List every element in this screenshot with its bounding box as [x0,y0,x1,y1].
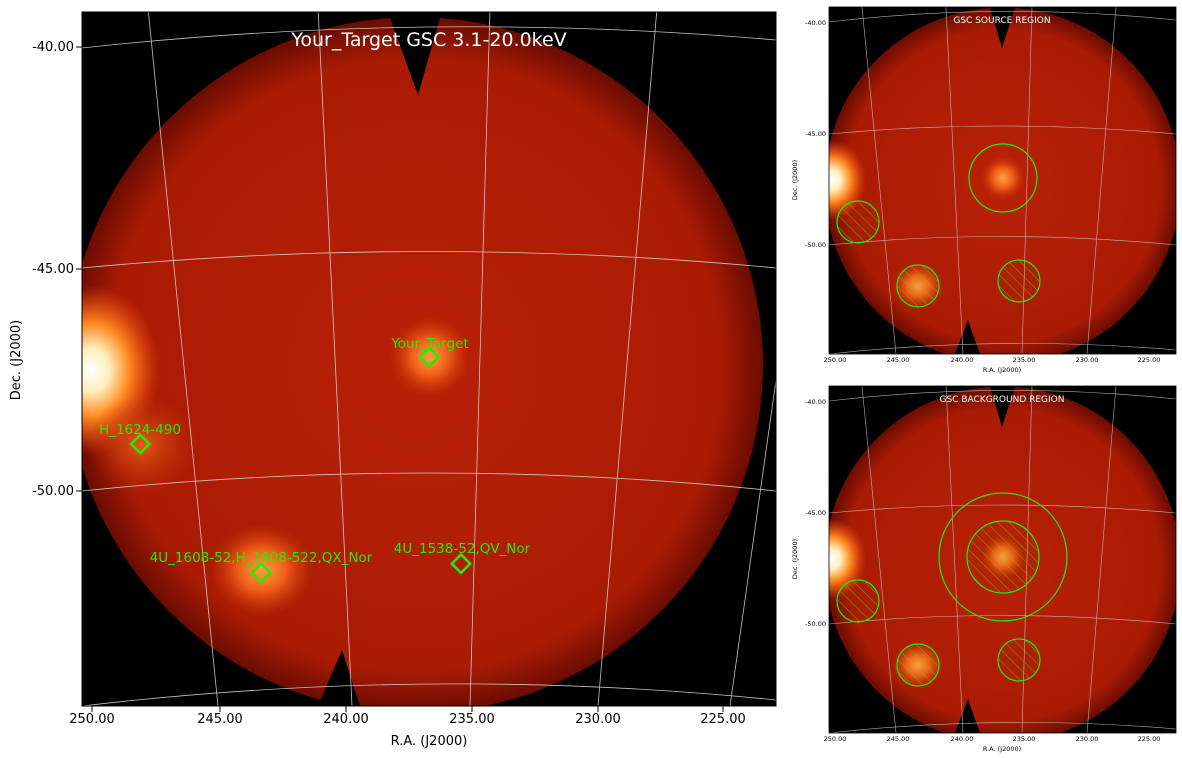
bottom-x-axis-label: R.A. (J2000) [983,745,1021,753]
source-marker-diamond [418,346,441,368]
main-x-axis-label: R.A. (J2000) [391,734,468,749]
bottom-y-tick: -45.00 [805,509,826,517]
background-annulus-outer [938,492,1068,622]
source-region-circles [836,143,1041,308]
source-label: 4U_1608-52,H_1608-522,QX_Nor [150,550,373,566]
coordinate-grid [82,12,776,706]
source-label: 4U_1538-52,QV_Nor [394,541,531,557]
source-label: Your_Target [390,336,468,352]
excluded-region-circle [836,579,880,623]
top-y-tick: -45.00 [805,130,826,138]
top-x-tick: 245.00 [887,356,910,364]
main-y-tick-labels: -40.00 -45.00 -50.00 [32,40,74,499]
source-markers [129,346,472,584]
main-y-axis-label: Dec. (J2000) [9,320,24,400]
top-y-tick: -40.00 [805,19,826,27]
background-region-panel [828,385,1177,734]
bottom-x-tick: 235.00 [1013,735,1036,743]
main-x-tick: 245.00 [197,712,243,727]
source-region-panel [828,6,1177,355]
bottom-x-tick: 225.00 [1138,735,1161,743]
source-label: H_1624-490 [99,422,181,438]
main-y-tick: -40.00 [32,40,74,55]
main-title: Your_Target GSC 3.1-20.0keV [290,29,566,51]
excluded-region-circle [836,200,880,244]
main-axis-ticks [76,46,724,712]
background-region-circles [836,492,1068,687]
top-x-tick: 230.00 [1076,356,1099,364]
excluded-region-circle [896,643,940,687]
background-panel-title: GSC BACKGROUND REGION [940,395,1065,405]
bottom-x-tick: 245.00 [887,735,910,743]
main-y-tick: -45.00 [32,262,74,277]
main-x-tick: 250.00 [69,712,115,727]
bottom-y-tick: -50.00 [805,620,826,628]
bottom-x-tick: 230.00 [1076,735,1099,743]
background-annulus-inner [966,520,1040,594]
top-x-tick: 250.00 [824,356,847,364]
source-marker-diamond [450,552,472,575]
top-x-tick: 235.00 [1013,356,1036,364]
source-panel-title: GSC SOURCE REGION [953,16,1050,26]
main-y-tick: -50.00 [32,484,74,499]
main-x-tick: 235.00 [449,712,495,727]
top-x-tick: 225.00 [1138,356,1161,364]
top-y-tick: -50.00 [805,241,826,249]
main-x-tick: 225.00 [700,712,746,727]
source-marker-diamond [250,561,272,584]
bottom-x-tick: 250.00 [824,735,847,743]
top-x-axis-label: R.A. (J2000) [983,366,1021,374]
bottom-y-tick: -40.00 [805,398,826,406]
bottom-y-axis-label: Dec. (J2000) [791,539,799,579]
excluded-region-circle [997,638,1041,682]
excluded-region-circle [896,264,940,308]
main-x-tick: 230.00 [575,712,621,727]
main-image-panel [81,11,777,707]
source-marker-diamond [129,433,152,455]
bottom-x-tick: 240.00 [951,735,974,743]
top-y-axis-label: Dec. (J2000) [791,160,799,200]
main-x-tick-labels: 250.00 245.00 240.00 235.00 230.00 225.0… [69,712,746,727]
source-region-circle [968,143,1038,213]
top-x-tick: 240.00 [951,356,974,364]
main-x-tick: 240.00 [323,712,369,727]
excluded-region-circle [997,259,1041,303]
